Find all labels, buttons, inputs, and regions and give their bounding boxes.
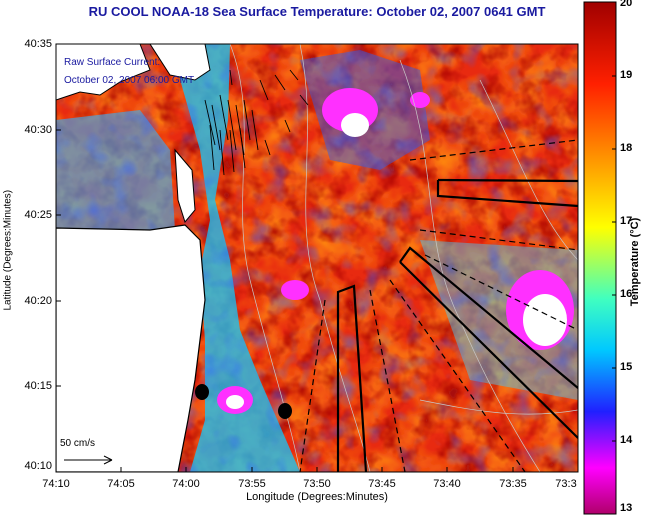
y-tick-label: 40:25 [24,209,52,221]
scale-label: 50 cm/s [60,438,96,449]
y-tick-label: 40:15 [24,380,52,392]
colorbar [583,1,617,515]
x-tick-label: 73:35 [499,478,527,490]
x-tick-label: 73:55 [238,478,266,490]
x-tick-label: 73:3 [555,478,577,490]
x-tick-label: 73:50 [303,478,331,490]
cloud-patches [138,88,574,414]
x-tick-label: 74:00 [172,478,200,490]
map-title: RU COOL NOAA-18 Sea Surface Temperature:… [88,4,546,19]
land-new-jersey [56,224,206,472]
y-tick-label: 40:35 [24,38,52,50]
buoy-marker [278,403,292,419]
legend-line-2: October 02, 2007 06:00 GMT [64,75,195,86]
y-tick-label: 40:30 [24,124,52,136]
colorbar-tick-label: 13 [620,502,633,514]
axis-tick-marks [55,43,514,473]
legend-line-1: Raw Surface Current: [64,57,161,68]
bathymetry-contours [229,44,578,472]
current-vectors [204,69,309,176]
colorbar-tick-label: 14 [620,434,633,446]
x-tick-label: 74:10 [42,478,70,490]
x-tick-label: 74:05 [107,478,135,490]
colorbar-tick-label: 15 [620,361,633,373]
colorbar-tick-label: 20 [620,0,633,9]
current-legend: Raw Surface Current: October 02, 2007 06… [64,54,194,90]
scale-arrow [64,455,113,465]
colorbar-tick-label: 18 [620,142,633,154]
x-tick-label: 73:45 [368,478,396,490]
y-tick-label: 40:10 [24,460,52,472]
land-sandy-hook [174,148,196,224]
land-north [56,44,151,101]
y-tick-label: 40:20 [24,295,52,307]
sst-field [56,44,578,472]
buoy-marker [195,384,209,400]
colorbar-tick-label: 16 [620,288,633,300]
colorbar-ticks [612,75,616,442]
x-tick-label: 73:40 [433,478,461,490]
colorbar-tick-label: 19 [620,69,633,81]
transect-lines [299,139,578,472]
colorbar-tick-label: 17 [620,215,633,227]
land-bay [149,44,211,81]
x-axis-label: Longitude (Degrees:Minutes) [246,491,388,503]
